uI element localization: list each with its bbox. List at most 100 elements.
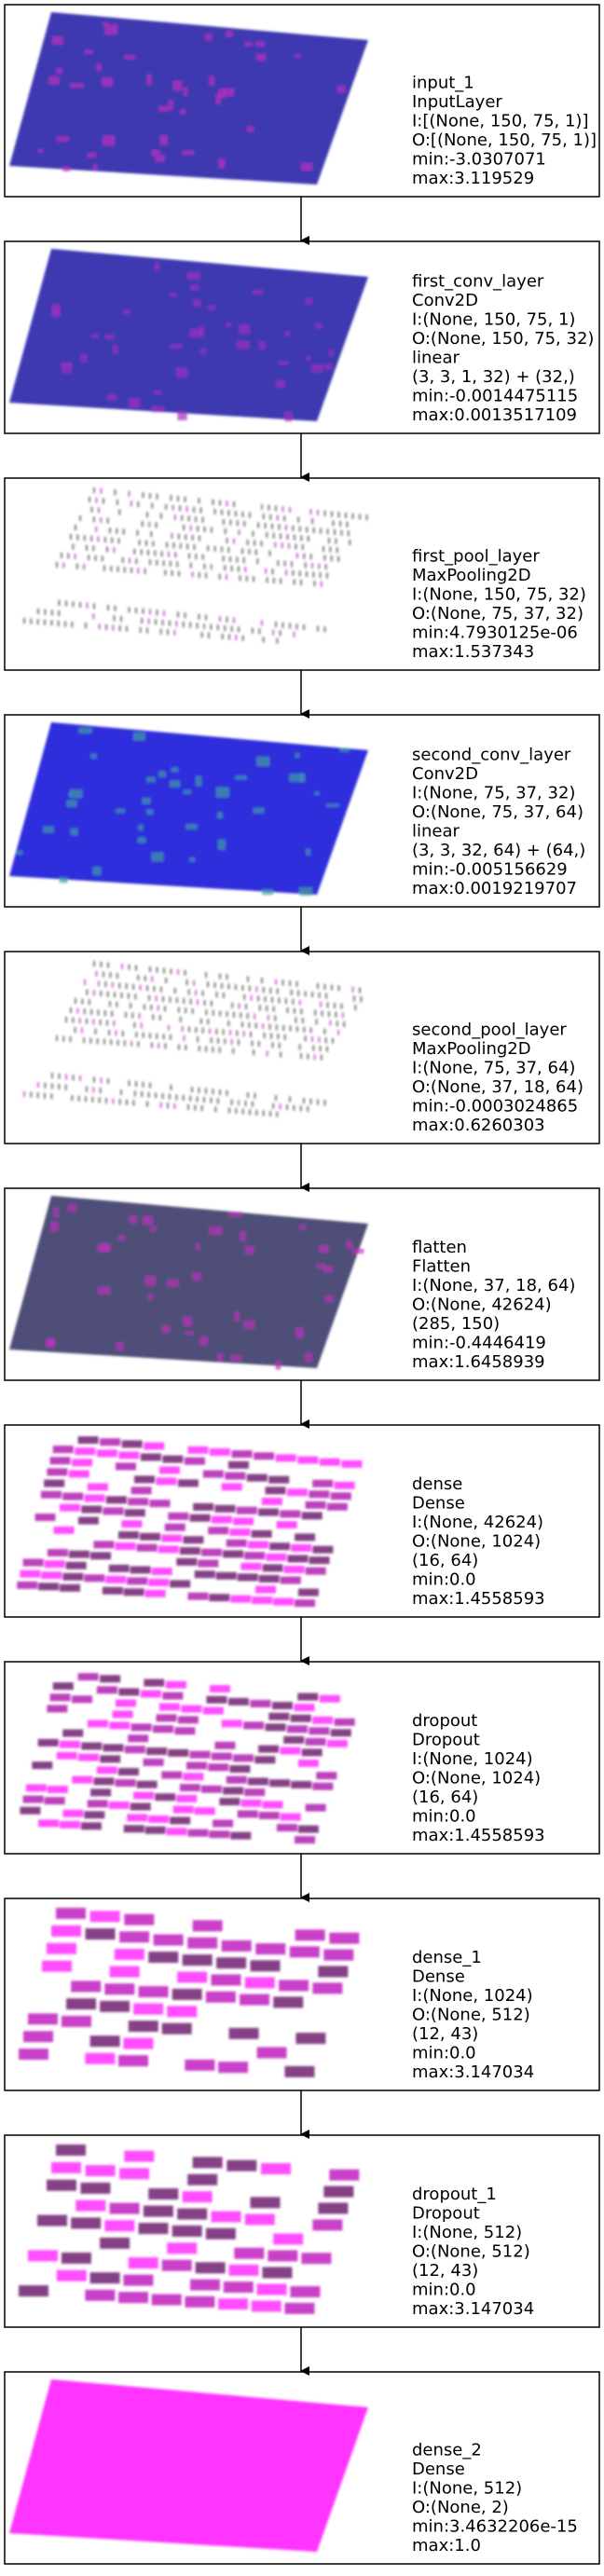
activation-cell bbox=[83, 564, 86, 570]
activation-cell bbox=[163, 967, 165, 974]
activation-block bbox=[186, 1761, 207, 1770]
activation-cell bbox=[83, 1037, 86, 1044]
activation-cell bbox=[130, 1003, 132, 1009]
activation-cell bbox=[311, 518, 314, 525]
layer-info: I:(None, 1024) bbox=[412, 1986, 533, 2006]
activation-cell bbox=[102, 971, 104, 978]
activation-cell bbox=[85, 623, 87, 629]
activation-cell bbox=[210, 1000, 213, 1007]
activation-cell bbox=[136, 529, 139, 536]
activation-cell bbox=[317, 625, 319, 632]
activation-cell bbox=[334, 1003, 336, 1008]
activation-cell bbox=[332, 520, 335, 527]
activation-block bbox=[211, 1515, 232, 1524]
activation-cell bbox=[210, 564, 213, 570]
activation-cell bbox=[210, 623, 213, 630]
activation-cell bbox=[233, 617, 235, 623]
activation-block bbox=[244, 1788, 266, 1797]
activation-cell bbox=[313, 581, 316, 587]
activation-cell bbox=[94, 555, 97, 561]
activation-cell bbox=[185, 534, 187, 541]
activation-cell bbox=[359, 514, 361, 520]
activation-block bbox=[262, 1564, 283, 1572]
activation-spot bbox=[208, 305, 215, 310]
activation-cell bbox=[106, 991, 109, 997]
activation-block bbox=[72, 1695, 93, 1704]
activation-cell bbox=[89, 497, 90, 502]
activation-cell bbox=[61, 553, 62, 558]
activation-block bbox=[85, 2165, 116, 2177]
activation-cell bbox=[272, 532, 275, 539]
activation-spot bbox=[112, 345, 118, 353]
activation-block bbox=[148, 1578, 170, 1586]
activation-block bbox=[312, 1782, 334, 1790]
activation-cell bbox=[169, 1034, 172, 1040]
activation-cell bbox=[62, 562, 65, 569]
activation-cell bbox=[156, 1033, 158, 1039]
activation-cell bbox=[254, 549, 257, 555]
activation-block bbox=[283, 1735, 305, 1744]
activation-cell bbox=[245, 575, 248, 582]
layer-visualization bbox=[23, 487, 368, 644]
activation-cell bbox=[74, 1027, 76, 1034]
activation-cell bbox=[227, 510, 230, 516]
activation-cell bbox=[339, 521, 341, 527]
activation-block bbox=[252, 1596, 273, 1605]
activation-block bbox=[22, 1795, 44, 1803]
activation-cell bbox=[295, 980, 298, 987]
activation-spot bbox=[234, 1311, 240, 1322]
activation-cell bbox=[167, 1103, 169, 1109]
activation-cell bbox=[146, 512, 148, 518]
activation-cell bbox=[128, 490, 130, 497]
activation-cell bbox=[37, 609, 39, 614]
activation-spot bbox=[53, 1207, 59, 1218]
activation-cell bbox=[207, 981, 210, 988]
activation-block bbox=[133, 1791, 155, 1800]
activation-cell bbox=[117, 538, 120, 544]
activation-block bbox=[140, 1453, 161, 1461]
activation-spot bbox=[116, 1342, 124, 1351]
activation-cell bbox=[274, 1015, 277, 1021]
activation-cell bbox=[293, 1104, 295, 1111]
activation-block bbox=[123, 1825, 144, 1833]
activation-cell bbox=[278, 524, 281, 530]
activation-spot bbox=[196, 1243, 200, 1250]
activation-spot bbox=[183, 1316, 192, 1326]
activation-cell bbox=[326, 528, 329, 535]
activation-cell bbox=[281, 980, 284, 986]
activation-cell bbox=[166, 541, 169, 548]
activation-cell bbox=[90, 506, 93, 513]
activation-cell bbox=[99, 1088, 102, 1093]
activation-cell bbox=[149, 493, 151, 499]
activation-cell bbox=[272, 577, 275, 583]
activation-cell bbox=[318, 992, 321, 998]
activation-cell bbox=[325, 572, 328, 579]
activation-cell bbox=[232, 1011, 235, 1018]
activation-spot bbox=[244, 1246, 254, 1254]
activation-block bbox=[118, 2292, 149, 2304]
activation-cell bbox=[237, 566, 240, 572]
layer-name: first_conv_layer bbox=[412, 272, 544, 292]
activation-block bbox=[143, 1758, 164, 1766]
activation-cell bbox=[278, 997, 281, 1004]
activation-spot bbox=[176, 367, 187, 377]
activation-block bbox=[286, 1488, 308, 1497]
activation-block bbox=[240, 1799, 262, 1807]
activation-cell bbox=[227, 547, 230, 554]
activation-block bbox=[247, 1541, 268, 1549]
activation-cell bbox=[241, 1108, 244, 1115]
activation-cell bbox=[177, 496, 179, 501]
activation-block bbox=[85, 2052, 116, 2064]
activation-cell bbox=[268, 1023, 271, 1030]
layer-info: max:3.147034 bbox=[412, 2062, 534, 2082]
activation-block bbox=[119, 1931, 150, 1943]
activation-block bbox=[41, 1571, 62, 1580]
activation-cell bbox=[352, 995, 355, 1002]
activation-cell bbox=[276, 988, 279, 994]
activation-block bbox=[144, 1442, 165, 1450]
activation-block bbox=[227, 1697, 249, 1706]
activation-cell bbox=[198, 613, 200, 620]
activation-cell bbox=[212, 1089, 214, 1095]
activation-block bbox=[123, 2037, 154, 2049]
activation-cell bbox=[93, 603, 95, 610]
